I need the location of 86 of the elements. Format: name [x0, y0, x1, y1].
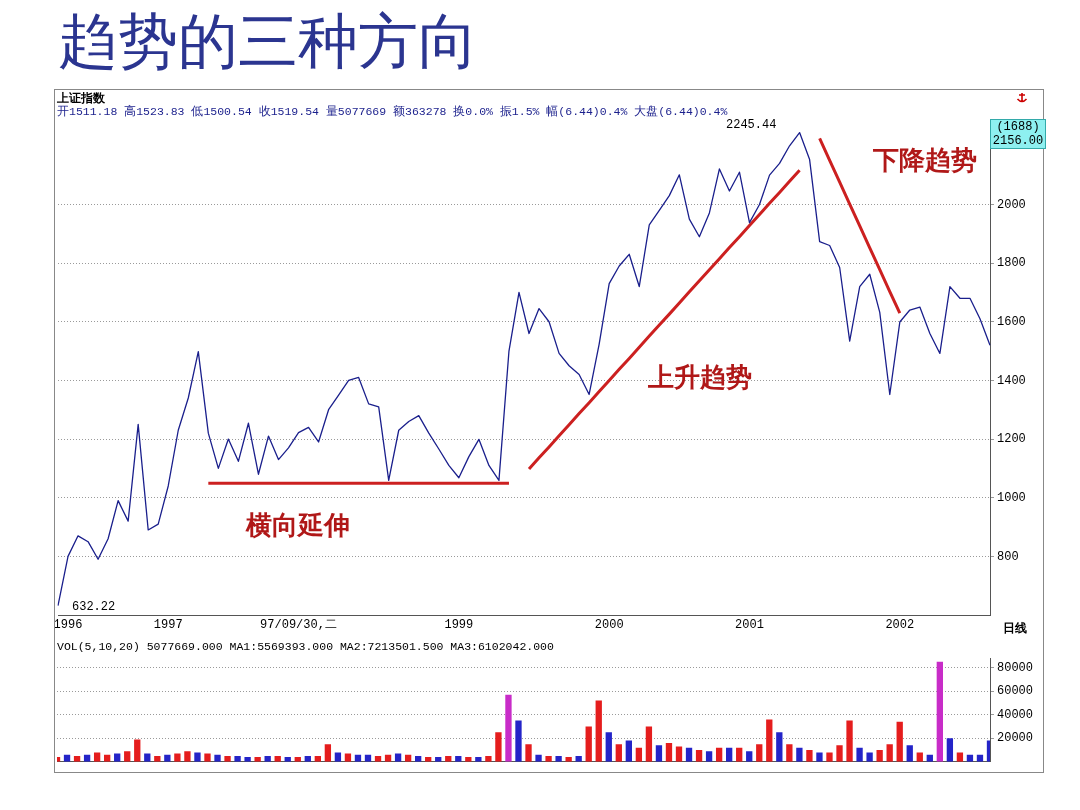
y-tick-label: 80000: [997, 660, 1034, 675]
bar: [615, 744, 622, 762]
bar: [124, 751, 131, 762]
bar: [605, 732, 612, 762]
bar: [334, 752, 342, 762]
bar: [906, 745, 913, 762]
bar: [756, 744, 763, 762]
text: (1688): [995, 120, 1041, 134]
text: 日线: [1003, 620, 1027, 637]
bar: [515, 720, 522, 762]
bar: [224, 755, 231, 762]
x-tick-label: 1996: [53, 618, 83, 633]
bar: [936, 661, 943, 762]
bar: [786, 744, 793, 762]
bar: [916, 752, 923, 762]
annotation: 632.22: [72, 600, 116, 614]
bar: [93, 752, 101, 762]
bar: [194, 752, 201, 762]
bar: [886, 744, 893, 762]
bar: [956, 752, 964, 762]
annotation: 横向延伸: [246, 509, 350, 542]
y-tick-label: 800: [997, 549, 1019, 564]
bar: [645, 726, 653, 762]
bar: [254, 757, 261, 762]
bar: [705, 751, 713, 762]
bar: [746, 751, 753, 762]
bar: [665, 742, 673, 762]
y-tick-label: 1000: [997, 490, 1026, 505]
y-tick-label: 1400: [997, 373, 1026, 388]
bar: [244, 757, 251, 762]
y-tick-label: 1200: [997, 432, 1026, 447]
x-tick-label: 2000: [594, 618, 624, 633]
y-tick-label: 40000: [997, 707, 1034, 722]
bar: [214, 754, 221, 762]
bar: [565, 757, 572, 762]
bar: [545, 755, 552, 762]
bar: [876, 750, 883, 762]
bar: [826, 752, 833, 762]
chart-title: 趋势的三种方向: [58, 8, 478, 77]
x-tick-label: 97/09/30,二: [260, 618, 337, 633]
bar: [324, 744, 332, 762]
x-tick-label: 1997: [153, 618, 183, 633]
y-tick-label: 1800: [997, 256, 1026, 271]
bar: [505, 694, 512, 762]
y-tick-label: 60000: [997, 684, 1034, 699]
bar: [535, 754, 542, 762]
bar: [655, 745, 663, 762]
y-tick-label: 2000: [997, 197, 1026, 212]
bar: [475, 757, 482, 762]
bar: [585, 726, 592, 762]
bar: [204, 753, 211, 762]
bar: [555, 755, 562, 762]
bar: [595, 700, 602, 762]
bar: [946, 738, 954, 762]
text: 上证指数: [57, 90, 105, 105]
bar: [766, 719, 773, 762]
bar: [495, 732, 502, 762]
text: 开1511.18 高1523.83 低1500.54 收1519.54 量5077669 额363278 换0.0% 振1.5% 幅(6.44)0.4% 大盘(6.44)0.4%: [57, 104, 728, 119]
text: 2156.00: [991, 134, 1045, 148]
bar: [134, 739, 141, 762]
bar: [485, 755, 492, 762]
y-tick-label: 1600: [997, 314, 1026, 329]
bar: [164, 754, 171, 762]
bar: [816, 752, 823, 762]
bar: [234, 755, 241, 762]
bar: [866, 752, 873, 762]
bar: [174, 753, 181, 762]
annotation: 下降趋势: [873, 144, 977, 177]
bar: [675, 746, 683, 762]
bar: [836, 745, 843, 762]
x-tick-label: 2002: [885, 618, 915, 633]
bar: [184, 751, 191, 762]
x-tick-label: 2001: [735, 618, 764, 633]
x-tick-label: 1999: [444, 618, 474, 633]
bar: [625, 740, 632, 762]
bar: [806, 750, 813, 762]
bar: [896, 721, 903, 762]
bar: [525, 744, 532, 762]
bar: [776, 732, 783, 762]
bar: [796, 747, 803, 762]
annotation: 2245.44: [726, 118, 777, 132]
text: VOL(5,10,20) 5077669.000 MA1:5569393.000 MA2:7213501.500 MA3:6102042.000: [57, 640, 554, 653]
y-tick-label: 20000: [997, 731, 1034, 746]
bar: [856, 747, 863, 762]
annotation: 上升趋势: [648, 361, 752, 394]
bar: [846, 720, 853, 762]
